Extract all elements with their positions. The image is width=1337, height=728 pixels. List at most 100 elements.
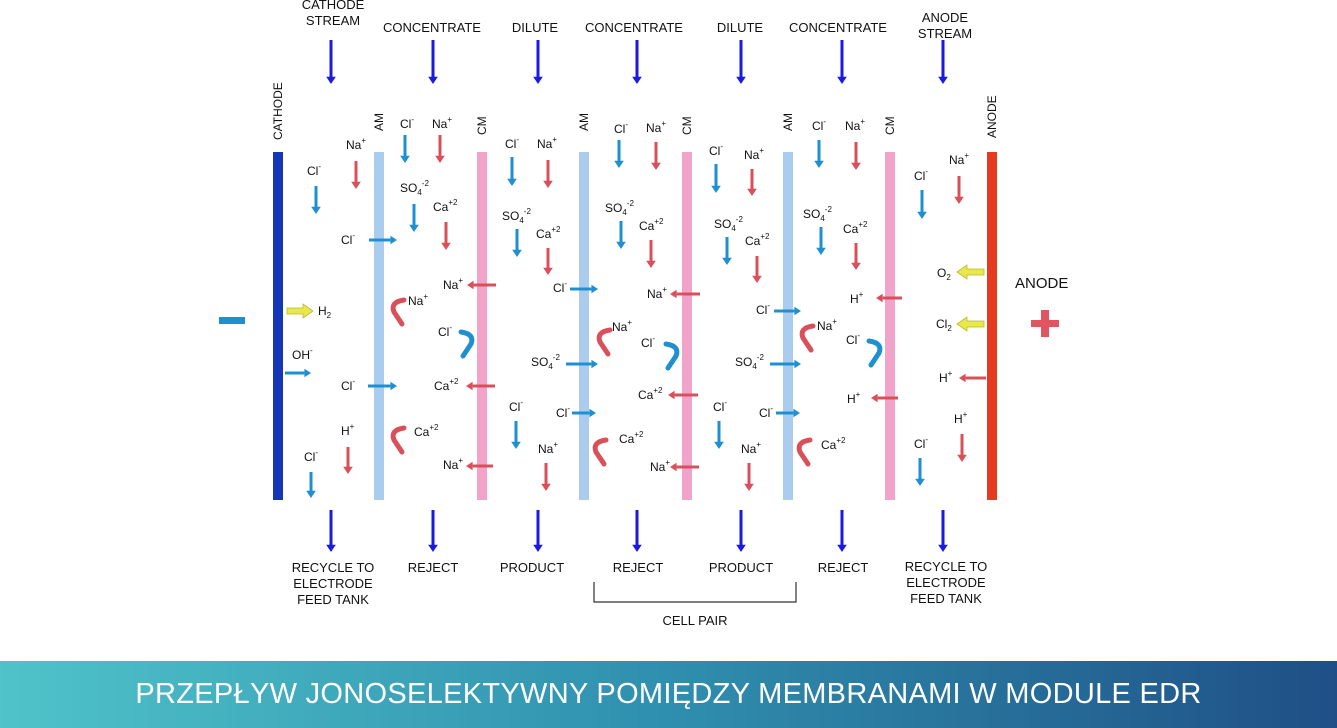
top-label-dilute: DILUTE <box>512 20 559 35</box>
bottom-label-product: PRODUCT <box>500 560 564 575</box>
ion-ca: Ca+2 <box>745 232 770 248</box>
flow-arrow-out <box>938 544 948 552</box>
anode-side-label: ANODE <box>1015 275 1068 292</box>
ion-cl: Cl- <box>641 334 655 350</box>
ion-cl: Cl- <box>759 404 773 420</box>
ion-ca: Ca+2 <box>843 220 868 236</box>
ion-cl: Cl- <box>709 142 723 158</box>
ion-cl: Cl- <box>553 279 567 295</box>
ion-cl: Cl- <box>556 404 570 420</box>
ion-na: Na+ <box>538 440 558 456</box>
anion-arrow <box>512 249 522 257</box>
am-label: AM <box>781 113 795 131</box>
anode-label: ANODE <box>985 95 999 138</box>
cation-arrow <box>957 454 967 462</box>
am-label: AM <box>372 113 386 131</box>
anion-hook <box>458 329 475 359</box>
ion-cl2: Cl2 <box>936 317 952 333</box>
ion-cl: Cl- <box>812 117 826 133</box>
top-label-cathode-stream: CATHODE <box>302 0 365 12</box>
cation-arrow <box>670 289 677 299</box>
bottom-label-recycle: ELECTRODE <box>293 576 373 591</box>
anion-arrow <box>794 306 801 316</box>
cation-hook <box>390 297 407 327</box>
anion-arrow <box>915 478 925 486</box>
ion-na: Na+ <box>744 146 764 162</box>
bottom-label-product: PRODUCT <box>709 560 773 575</box>
bottom-label-reject: REJECT <box>818 560 869 575</box>
flow-arrow-out <box>326 544 336 552</box>
anion-arrow <box>722 257 732 265</box>
anion-arrow <box>714 441 724 449</box>
cation-hook <box>390 425 407 455</box>
ion-so4: SO4-2 <box>605 199 634 217</box>
cation-arrow <box>851 262 861 270</box>
cation-arrow <box>351 181 361 189</box>
cation-arrow <box>668 390 675 400</box>
cm-label: CM <box>475 116 489 135</box>
anode-electrode <box>987 152 997 500</box>
top-label-concentrate: CONCENTRATE <box>585 20 683 35</box>
cation-membrane <box>682 152 692 500</box>
flow-arrow-out <box>736 544 746 552</box>
anion-arrow <box>589 408 596 418</box>
anion-arrow <box>814 160 824 168</box>
plus-sign <box>1041 310 1049 337</box>
flow-arrow-out <box>533 544 543 552</box>
flow-arrow-out <box>632 544 642 552</box>
cation-arrow <box>744 483 754 491</box>
flow-arrow-in <box>533 76 543 84</box>
bottom-label-reject: REJECT <box>613 560 664 575</box>
cation-arrow <box>541 483 551 491</box>
am-label: AM <box>577 113 591 131</box>
cation-membrane <box>477 152 487 500</box>
banner-title: PRZEPŁYW JONOSELEKTYWNY POMIĘDZY MEMBRAN… <box>135 678 1202 710</box>
ion-h: H+ <box>939 369 953 385</box>
top-label-concentrate: CONCENTRATE <box>789 20 887 35</box>
ion-so4: SO4-2 <box>735 353 764 371</box>
bottom-label-recycle: FEED TANK <box>910 591 982 606</box>
cation-arrow <box>747 188 757 196</box>
cation-arrow <box>441 242 451 250</box>
anion-arrow <box>616 241 626 249</box>
ion-cl: Cl- <box>341 377 355 393</box>
flow-arrow-in <box>428 76 438 84</box>
anion-arrow <box>614 160 624 168</box>
bottom-label-recycle: RECYCLE TO <box>292 560 375 575</box>
ion-cl: Cl- <box>756 301 770 317</box>
gas-arrow-cl2 <box>956 316 985 332</box>
flow-arrow-in <box>632 76 642 84</box>
cm-label: CM <box>680 116 694 135</box>
anion-arrow <box>917 211 927 219</box>
cation-arrow <box>466 381 473 391</box>
cation-arrow <box>467 280 474 290</box>
ion-cl: Cl- <box>914 167 928 183</box>
anion-arrow <box>409 224 419 232</box>
ion-so4: SO4-2 <box>714 215 743 233</box>
ion-na: Na+ <box>443 276 463 292</box>
anion-arrow <box>306 490 316 498</box>
ion-o2: O2 <box>937 266 951 282</box>
ion-so4: SO4-2 <box>803 205 832 223</box>
ion-ca: Ca+2 <box>821 436 846 452</box>
cathode-label: CATHODE <box>271 82 285 140</box>
cation-hook <box>796 437 813 467</box>
cation-arrow <box>543 180 553 188</box>
ion-na: Na+ <box>845 117 865 133</box>
ion-na: Na+ <box>443 456 463 472</box>
ion-ca: Ca+2 <box>414 423 439 439</box>
ion-cl: Cl- <box>914 435 928 451</box>
cation-arrow <box>466 461 473 471</box>
cation-arrow <box>543 267 553 275</box>
ion-h2: H2 <box>318 304 332 320</box>
ion-cl: Cl- <box>438 323 452 339</box>
anion-arrow <box>793 408 800 418</box>
ion-ca: Ca+2 <box>434 377 459 393</box>
ion-ca: Ca+2 <box>536 225 561 241</box>
cation-arrow <box>851 162 861 170</box>
gas-arrow-h2 <box>286 303 314 319</box>
ion-ca: Ca+2 <box>619 430 644 446</box>
flow-arrow-out <box>428 544 438 552</box>
cathode-electrode <box>273 152 283 500</box>
bottom-label-recycle: RECYCLE TO <box>905 559 988 574</box>
